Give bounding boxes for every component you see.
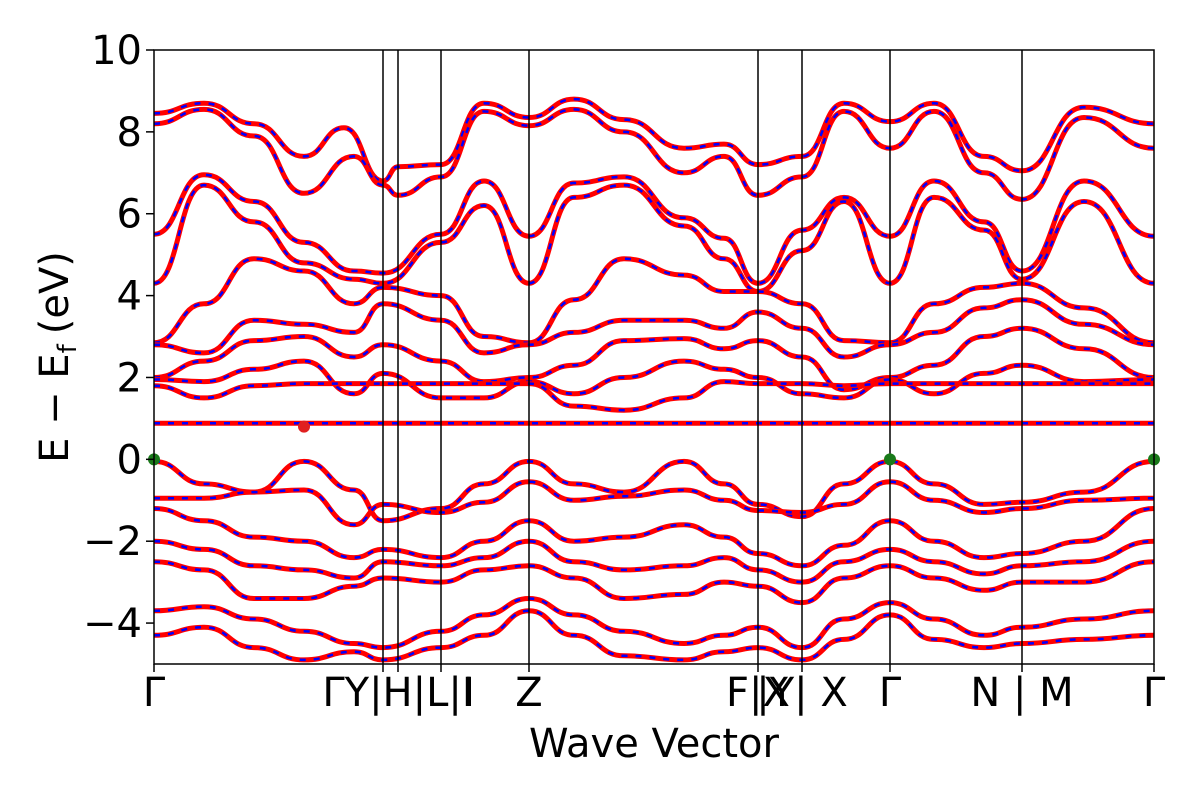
x-tick-label: Γ: [1143, 670, 1166, 716]
band-line-solid: [154, 96, 1154, 184]
band-line-dashed: [154, 539, 1154, 584]
band-line-solid: [154, 538, 1154, 585]
y-tick-label: −2: [83, 519, 142, 565]
y-axis-ticks: −4 −2 0 2 4 6 8 10: [83, 28, 154, 647]
y-tick-label: 0: [117, 437, 142, 483]
extremum-marker: [298, 420, 310, 433]
y-axis-label-unit: (eV): [32, 251, 78, 334]
band-line-dashed: [154, 597, 1154, 649]
y-axis-label: E − Ef (eV): [32, 251, 83, 463]
x-axis-ticks: Γ ΓY|H|L|II Z F|X|Y| X Γ N | M Γ: [143, 664, 1166, 716]
band-line-dashed: [154, 298, 1154, 359]
x-tick-label: Γ: [879, 670, 902, 716]
y-axis-label-subscript: f: [53, 343, 83, 353]
x-axis-label: Wave Vector: [529, 721, 780, 767]
band-line-dashed: [154, 507, 1154, 568]
y-tick-label: 2: [117, 355, 142, 401]
x-tick-label: ΓY|H|L|I: [322, 670, 473, 716]
band-line-dashed: [154, 460, 1154, 522]
band-line-dashed: [154, 257, 1154, 344]
bands-layer: [154, 96, 1154, 663]
band-line-dashed: [154, 108, 1154, 201]
extremum-marker: [884, 453, 896, 466]
band-line-solid: [154, 379, 1154, 413]
x-tick-label: |Y| X: [756, 670, 848, 716]
plot-frame: [153, 49, 1155, 665]
band-line-dashed: [154, 97, 1154, 183]
svg-text:E − Ef(eV): E − Ef (eV): [32, 251, 83, 463]
band-line-dashed: [154, 560, 1154, 604]
y-axis-label-main: E − E: [32, 353, 78, 463]
y-tick-label: −4: [83, 601, 142, 647]
band-line-solid: [154, 297, 1154, 360]
extrema-markers: [148, 420, 1160, 466]
band-line-solid: [154, 506, 1154, 569]
y-tick-label: 8: [117, 110, 142, 156]
band-line-dashed: [154, 359, 1154, 400]
band-line-dashed: [154, 609, 1154, 662]
x-tick-label: Γ: [143, 670, 166, 716]
band-line-solid: [154, 596, 1154, 651]
band-line-dashed: [154, 173, 1154, 285]
y-tick-label: 4: [117, 274, 142, 320]
x-tick-label: I: [463, 670, 475, 716]
y-tick-label: 10: [91, 28, 142, 74]
kpoint-lines: [382, 50, 1023, 664]
x-tick-label: Z: [515, 670, 542, 716]
band-line-dashed: [154, 327, 1154, 391]
band-line-dashed: [154, 480, 1154, 527]
x-tick-label: N | M: [970, 670, 1073, 716]
band-line-solid: [154, 358, 1154, 401]
y-tick-label: 6: [117, 192, 142, 238]
band-line-dashed: [154, 183, 1154, 293]
x-tick-label: F|X: [726, 670, 790, 716]
